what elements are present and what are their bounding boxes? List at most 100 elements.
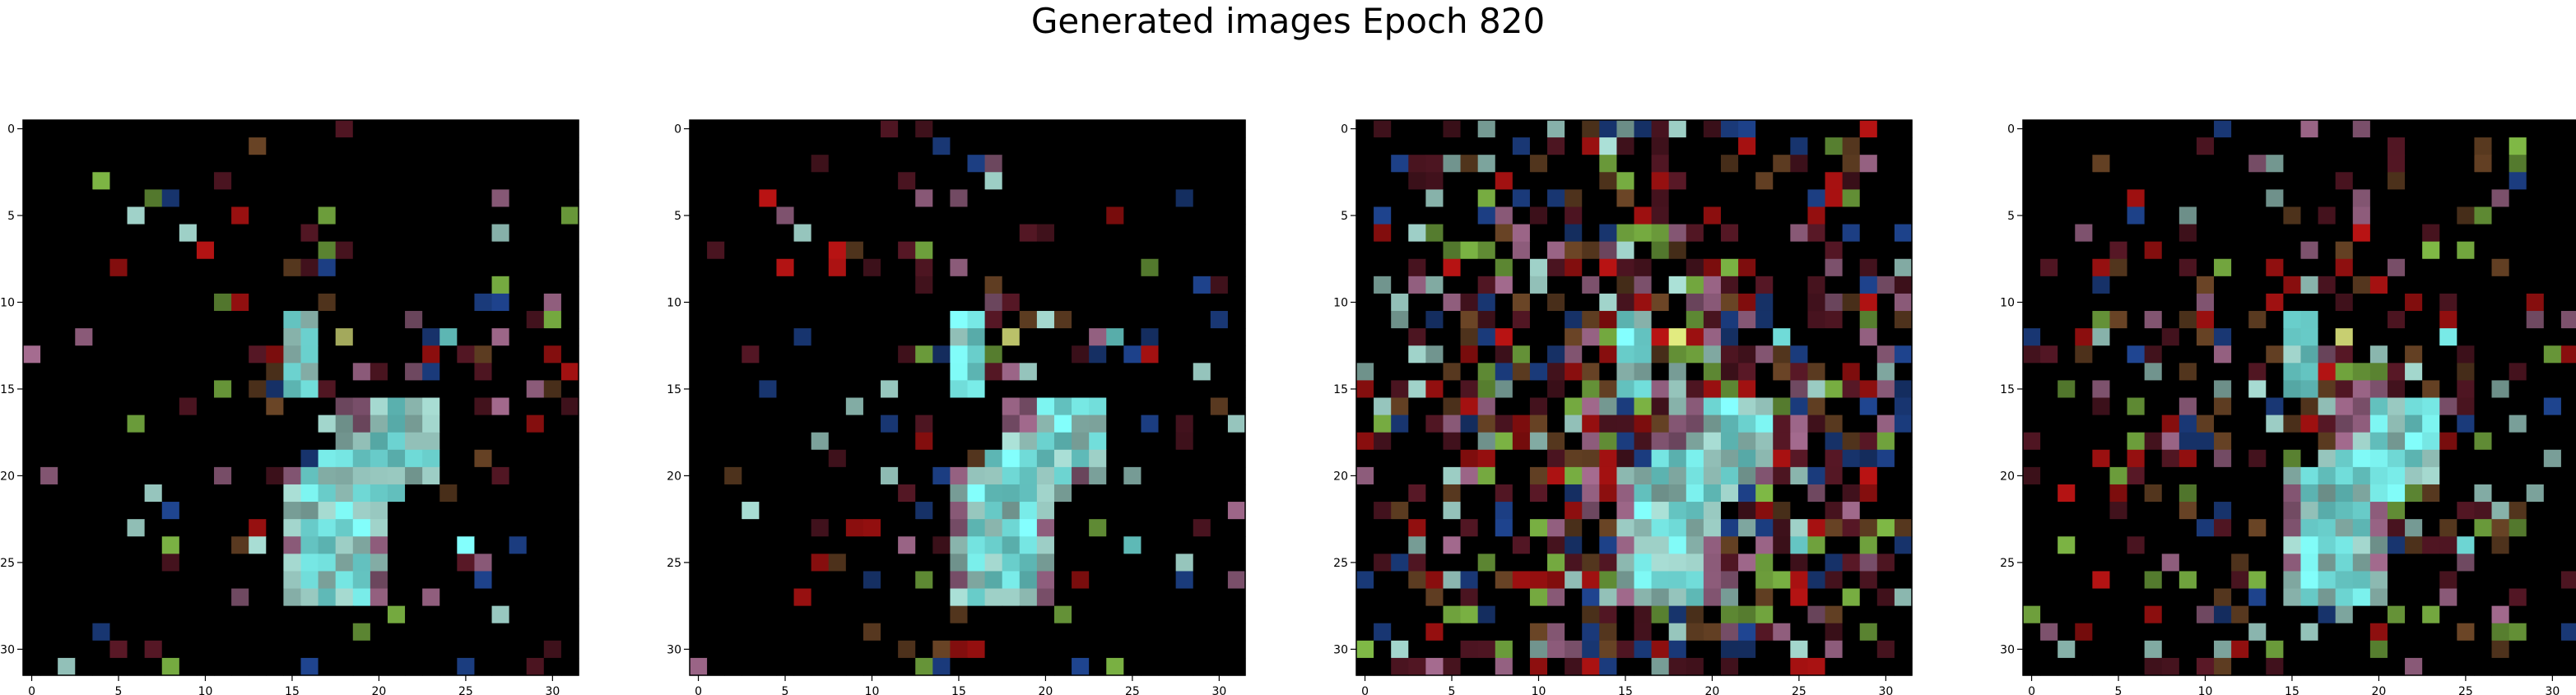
pixel-cell	[352, 657, 371, 676]
pixel-cell	[1634, 605, 1653, 624]
pixel-cell	[1651, 345, 1670, 364]
x-tick-label: 10	[198, 685, 213, 695]
pixel-cell	[1193, 380, 1211, 399]
pixel-cell	[231, 397, 249, 416]
pixel-cell	[2439, 241, 2457, 260]
pixel-cell	[40, 293, 58, 312]
pixel-cell	[2023, 519, 2041, 537]
pixel-cell	[543, 623, 562, 642]
pixel-cell	[2560, 605, 2576, 624]
pixel-cell	[335, 623, 354, 642]
pixel-cell	[2040, 415, 2058, 433]
pixel-cell	[1002, 554, 1021, 572]
pixel-cell	[2369, 328, 2388, 346]
pixel-cell	[1106, 484, 1124, 503]
pixel-cell	[75, 172, 93, 190]
pixel-cell	[1227, 241, 1246, 260]
pixel-cell	[231, 554, 249, 572]
pixel-cell	[1859, 224, 1878, 243]
pixel-cell	[1193, 328, 1211, 346]
pixel-cell	[967, 519, 986, 537]
pixel-cell	[283, 293, 302, 312]
x-tick-label: 15	[951, 685, 966, 695]
pixel-cell	[127, 172, 146, 190]
pixel-cell	[2075, 172, 2093, 190]
pixel-cell	[127, 137, 146, 155]
pixel-cell	[1859, 206, 1878, 225]
pixel-cell	[387, 640, 406, 659]
pixel-cell	[1790, 206, 1809, 225]
pixel-cell	[2405, 206, 2423, 225]
pixel-cell	[1002, 155, 1021, 173]
pixel-cell	[2178, 623, 2197, 642]
pixel-cell	[2283, 623, 2302, 642]
pixel-cell	[92, 397, 111, 416]
pixel-cell	[1036, 206, 1055, 225]
pixel-cell	[1408, 554, 1426, 572]
pixel-cell	[2040, 605, 2058, 624]
pixel-cell	[1668, 415, 1687, 433]
pixel-cell	[1425, 155, 1444, 173]
pixel-cell	[1443, 363, 1462, 381]
pixel-cell	[2196, 571, 2215, 590]
pixel-cell	[845, 519, 864, 537]
pixel-cell	[491, 293, 510, 312]
y-tick-label: 15	[2000, 383, 2015, 396]
pixel-cell	[491, 120, 510, 138]
pixel-cell	[1495, 363, 1514, 381]
pixel-cell	[776, 605, 795, 624]
pixel-cell	[724, 224, 742, 243]
pixel-cell	[2109, 432, 2128, 451]
pixel-cell	[1141, 397, 1160, 416]
pixel-cell	[161, 484, 180, 503]
pixel-cell	[1512, 657, 1531, 676]
pixel-cell	[2352, 554, 2371, 572]
pixel-cell	[1408, 328, 1426, 346]
pixel-cell	[1807, 415, 1826, 433]
pixel-cell	[1036, 449, 1055, 468]
pixel-cell	[266, 432, 284, 451]
pixel-cell	[2369, 293, 2388, 312]
pixel-cell	[707, 155, 725, 173]
pixel-cell	[881, 623, 899, 642]
pixel-cell	[1053, 120, 1072, 138]
pixel-cell	[335, 137, 354, 155]
pixel-cell	[560, 258, 579, 277]
pixel-cell	[724, 605, 742, 624]
pixel-cell	[335, 258, 354, 277]
pixel-cell	[1512, 502, 1531, 520]
pixel-cell	[2335, 466, 2354, 485]
pixel-cell	[2196, 293, 2215, 312]
pixel-cell	[405, 588, 423, 607]
pixel-cell	[1408, 605, 1426, 624]
pixel-cell	[1495, 484, 1514, 503]
pixel-cell	[109, 172, 128, 190]
pixel-cell	[690, 554, 708, 572]
pixel-cell	[1408, 258, 1426, 277]
pixel-cell	[1036, 172, 1055, 190]
pixel-cell	[2526, 554, 2545, 572]
pixel-cell	[742, 449, 760, 468]
pixel-cell	[2092, 206, 2111, 225]
pixel-cell	[300, 363, 319, 381]
pixel-cell	[387, 657, 406, 676]
pixel-cell	[75, 415, 93, 433]
pixel-cell	[1053, 293, 1072, 312]
pixel-cell	[2178, 415, 2197, 433]
pixel-cell	[984, 345, 1003, 364]
pixel-cell	[1158, 189, 1177, 208]
pixel-cell	[2422, 657, 2440, 676]
pixel-cell	[1582, 605, 1600, 624]
pixel-cell	[863, 588, 881, 607]
pixel-cell	[2144, 224, 2163, 243]
pixel-cell	[1036, 657, 1055, 676]
pixel-cell	[109, 397, 128, 416]
pixel-cell	[1141, 466, 1160, 485]
pixel-cell	[1790, 449, 1809, 468]
pixel-cell	[1123, 241, 1142, 260]
pixel-cell	[2422, 449, 2440, 468]
pixel-cell	[2283, 415, 2302, 433]
pixel-cell	[457, 363, 476, 381]
pixel-cell	[2109, 554, 2128, 572]
pixel-cell	[1582, 172, 1600, 190]
